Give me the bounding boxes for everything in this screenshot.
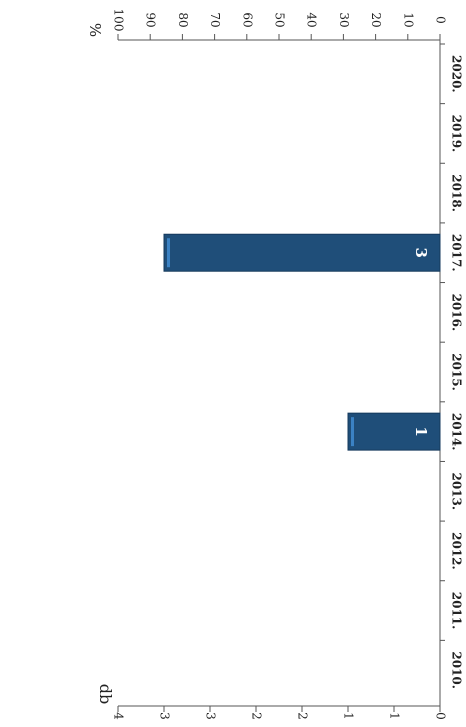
- left-axis-tick-label: 1: [342, 712, 356, 720]
- right-axis-tick-label: 50: [273, 12, 287, 27]
- category-label: 2010.: [450, 651, 464, 689]
- category-label: 2012.: [450, 532, 464, 570]
- left-axis-tick-label: 4: [112, 712, 126, 720]
- category-label: 2013.: [450, 472, 464, 510]
- category-label: 2020.: [450, 55, 464, 93]
- right-axis-tick-label: 20: [369, 12, 383, 27]
- left-axis-tick-label: 3: [158, 712, 172, 720]
- category-label: 2019.: [450, 115, 464, 153]
- right-axis-tick-label: 40: [305, 12, 319, 27]
- right-axis-tick-label: 0: [434, 16, 448, 24]
- category-label: 2017.: [450, 234, 464, 272]
- left-axis-tick-label: 2: [296, 712, 310, 720]
- right-axis-tick-label: 100: [112, 9, 126, 32]
- right-axis-tick-label: 30: [337, 12, 351, 27]
- category-label: 2016.: [450, 294, 464, 332]
- right-axis-tick-label: 70: [208, 12, 222, 27]
- category-label: 2015.: [450, 353, 464, 391]
- bar: [164, 234, 440, 271]
- right-axis-tick-label: 90: [144, 12, 158, 27]
- right-axis-tick-label: 80: [176, 12, 190, 27]
- bar-data-label: 1: [412, 426, 430, 436]
- bar-highlight: [167, 238, 170, 267]
- left-axis-tick-label: 3: [204, 712, 218, 720]
- left-axis-tick-label: 2: [250, 712, 264, 720]
- left-axis-tick-label: 0: [434, 712, 448, 720]
- category-label: 2014.: [450, 413, 464, 451]
- right-axis-title: %: [86, 23, 104, 37]
- category-label: 2018.: [450, 174, 464, 212]
- right-axis-tick-label: 10: [401, 12, 415, 27]
- bar-data-label: 3: [412, 248, 430, 258]
- left-axis-tick-label: 1: [388, 712, 402, 720]
- right-axis-tick-label: 60: [240, 12, 254, 27]
- left-axis-title: db: [96, 684, 115, 704]
- bar-highlight: [351, 417, 354, 446]
- category-label: 2011.: [450, 592, 464, 630]
